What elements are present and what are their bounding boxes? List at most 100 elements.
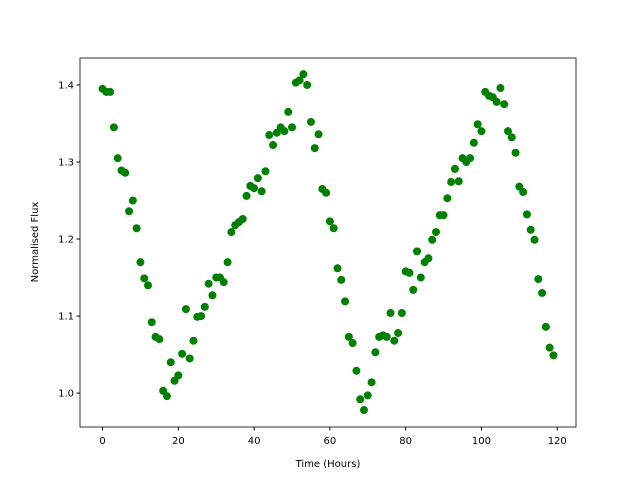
point: [314, 130, 323, 139]
point: [356, 395, 365, 404]
point: [359, 406, 368, 415]
point: [322, 188, 331, 197]
point: [204, 279, 213, 288]
point: [545, 343, 554, 352]
point: [371, 348, 380, 357]
point: [136, 258, 145, 267]
point: [500, 100, 509, 109]
point: [519, 188, 528, 197]
point: [303, 80, 312, 89]
point: [299, 70, 308, 79]
point: [310, 144, 319, 153]
x-tick-label: 40: [248, 436, 261, 447]
point: [269, 141, 278, 150]
point: [223, 258, 232, 267]
point: [416, 273, 425, 282]
point: [450, 164, 459, 173]
y-tick-label: 1.0: [58, 389, 74, 400]
point: [166, 358, 175, 367]
point: [428, 235, 437, 244]
point: [325, 217, 334, 226]
point: [329, 224, 338, 233]
point: [530, 235, 539, 244]
point: [538, 288, 547, 297]
point: [147, 318, 156, 327]
point: [288, 123, 297, 132]
point: [250, 184, 259, 193]
point: [526, 225, 535, 234]
point: [405, 268, 414, 277]
point: [242, 191, 251, 200]
point: [185, 354, 194, 363]
point: [477, 127, 486, 136]
x-tick-label: 80: [399, 436, 412, 447]
y-axis-label: Normalised Flux: [30, 202, 41, 283]
point: [367, 378, 376, 387]
point: [424, 254, 433, 263]
point: [265, 131, 274, 140]
point: [219, 278, 228, 287]
point: [178, 349, 187, 358]
point: [261, 167, 270, 176]
x-tick-label: 100: [472, 436, 491, 447]
point: [382, 332, 391, 341]
point: [352, 366, 361, 375]
point: [344, 332, 353, 341]
point: [306, 117, 315, 126]
point: [413, 247, 422, 256]
point: [492, 97, 501, 106]
point: [507, 133, 516, 142]
point: [439, 211, 448, 220]
point: [125, 207, 134, 216]
point: [106, 87, 115, 96]
point: [109, 123, 118, 132]
point: [469, 138, 478, 147]
point: [511, 148, 520, 157]
x-tick-label: 60: [324, 436, 337, 447]
point: [208, 291, 217, 300]
point: [466, 154, 475, 163]
y-tick-label: 1.2: [58, 235, 74, 246]
point: [113, 154, 122, 163]
point: [200, 302, 209, 311]
x-axis-label: Time (Hours): [295, 459, 361, 470]
point: [333, 264, 342, 273]
point: [503, 127, 512, 136]
point: [431, 228, 440, 237]
point: [394, 329, 403, 338]
point: [132, 224, 141, 233]
point: [253, 174, 262, 183]
point: [390, 336, 399, 345]
x-tick-label: 120: [548, 436, 567, 447]
point: [121, 168, 130, 177]
x-tick-label: 20: [172, 436, 185, 447]
point: [162, 392, 171, 401]
point: [238, 215, 247, 224]
point: [541, 322, 550, 331]
plot-frame: [79, 57, 577, 428]
point: [496, 84, 505, 93]
point: [549, 351, 558, 360]
point: [522, 210, 531, 219]
point: [348, 339, 357, 348]
point: [363, 391, 372, 400]
y-tick-label: 1.4: [58, 80, 74, 91]
point: [337, 275, 346, 284]
point: [284, 107, 293, 116]
point: [341, 297, 350, 306]
point: [295, 76, 304, 85]
y-tick-label: 1.3: [58, 157, 74, 168]
point: [454, 177, 463, 186]
x-tick-label: 0: [99, 436, 105, 447]
point: [140, 274, 149, 283]
point: [257, 187, 266, 196]
point: [189, 336, 198, 345]
point: [197, 312, 206, 321]
point: [473, 120, 482, 129]
point: [174, 371, 183, 380]
point: [144, 281, 153, 290]
point: [534, 275, 543, 284]
point: [443, 194, 452, 203]
point: [181, 305, 190, 314]
